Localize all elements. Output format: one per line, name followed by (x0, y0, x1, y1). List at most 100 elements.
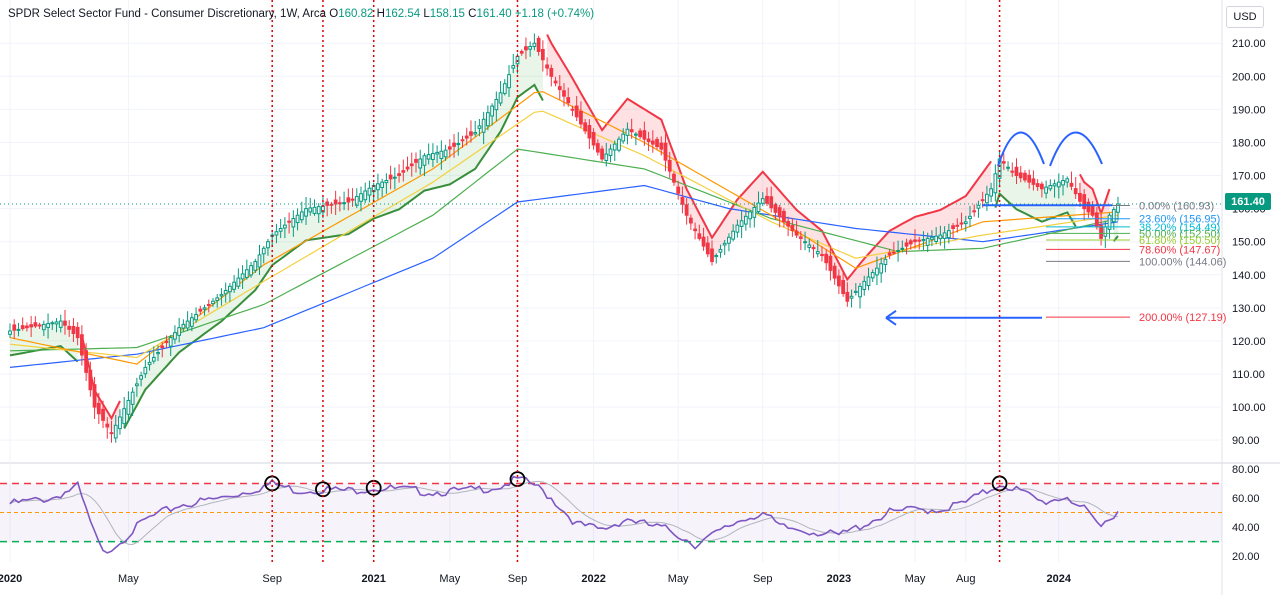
candle-body (202, 307, 207, 310)
candle-body (934, 235, 939, 242)
candle-body (253, 261, 258, 271)
candle-body (164, 340, 169, 344)
candle-body (604, 153, 609, 161)
candle-body (511, 65, 516, 69)
candle-body (105, 423, 110, 428)
candle-body (942, 232, 947, 239)
candle-body (278, 227, 283, 232)
candle-body (494, 98, 499, 111)
candle-body (870, 272, 875, 279)
candle-body (46, 323, 50, 328)
candle-body (384, 180, 389, 184)
candle-body (524, 46, 528, 51)
candle-body (8, 330, 12, 335)
candle-body (938, 234, 943, 240)
candle-body (1116, 203, 1120, 213)
candle-body (194, 313, 198, 321)
double-top-arc (1049, 131, 1103, 167)
candle-body (409, 163, 414, 167)
candle-body (431, 152, 435, 160)
change-value: +1.18 (+0.74%) (514, 8, 595, 20)
rsi-line (9, 475, 1119, 554)
candle-body (189, 317, 194, 327)
candle-body (84, 350, 88, 373)
candle-body (447, 146, 452, 150)
y-tick-label: 200.00 (1232, 71, 1266, 83)
candle-body (989, 188, 994, 197)
candle-body (853, 290, 858, 293)
candle-body (790, 224, 795, 232)
candle-body (722, 242, 727, 246)
close-value: 161.40 (476, 8, 512, 20)
candle-body (473, 132, 478, 135)
candle-body (832, 265, 837, 279)
candle-body (29, 324, 34, 328)
candle-body (646, 138, 651, 143)
y-tick-label: 180.00 (1232, 137, 1266, 149)
x-tick-label: 2024 (1047, 573, 1072, 585)
candle-body (486, 112, 490, 127)
candle-body (240, 273, 245, 280)
candle-body (236, 277, 241, 287)
candle-body (858, 285, 862, 298)
candle-body (963, 221, 968, 225)
candle-body (126, 399, 131, 415)
candle-body (549, 67, 554, 77)
x-tick-label: Sep (508, 573, 528, 585)
candle-body (688, 217, 693, 224)
candle-body (786, 220, 791, 227)
candle-body (828, 255, 833, 271)
candle-body (477, 125, 482, 129)
candle-body (388, 174, 393, 180)
candle-body (80, 334, 84, 356)
candle-body (1040, 183, 1044, 190)
x-tick-label: 2023 (827, 573, 851, 585)
candle-body (211, 300, 215, 305)
candle-body (418, 158, 423, 169)
candle-body (634, 133, 638, 136)
candle-body (536, 37, 541, 53)
candle-body (752, 207, 757, 218)
candle-body (1065, 178, 1070, 183)
candle-body (490, 105, 494, 117)
candle-body (308, 207, 313, 213)
candle-body (291, 218, 296, 228)
candle-body (1069, 182, 1074, 187)
candle-body (697, 233, 702, 239)
candle-body (579, 110, 583, 125)
candle-body (765, 195, 769, 204)
candle-body (435, 151, 440, 155)
x-tick-label: Sep (262, 573, 282, 585)
candle-body (295, 214, 300, 224)
candle-body (16, 328, 21, 331)
trend-line-up (123, 83, 544, 429)
candle-body (968, 215, 972, 220)
fib-level-label: 200.00% (127.19) (1139, 312, 1226, 324)
candle-body (1031, 178, 1036, 185)
candle-body (333, 199, 338, 205)
candle-body (101, 408, 105, 421)
moving-average-line (9, 184, 1119, 368)
candle-body (930, 236, 934, 240)
candle-body (346, 197, 351, 203)
double-top-arc (997, 131, 1045, 167)
trend-line-up (9, 345, 79, 363)
fib-level-label: 100.00% (144.06) (1139, 256, 1226, 268)
symbol-title: SPDR Select Sector Fund - Consumer Discr… (8, 8, 327, 20)
candle-body (883, 258, 888, 265)
candle-body (1052, 183, 1057, 187)
close-label: C (468, 8, 477, 20)
candle-body (748, 211, 752, 220)
candle-body (701, 236, 706, 247)
candle-body (570, 108, 575, 111)
candle-body (299, 211, 304, 221)
candle-body (845, 291, 850, 302)
candle-body (367, 187, 372, 196)
x-tick-label: 2021 (361, 573, 385, 585)
candle-body (756, 202, 761, 213)
candle-body (837, 275, 841, 287)
currency-button[interactable]: USD (1226, 6, 1264, 28)
candle-body (553, 80, 558, 84)
candle-body (12, 324, 17, 331)
